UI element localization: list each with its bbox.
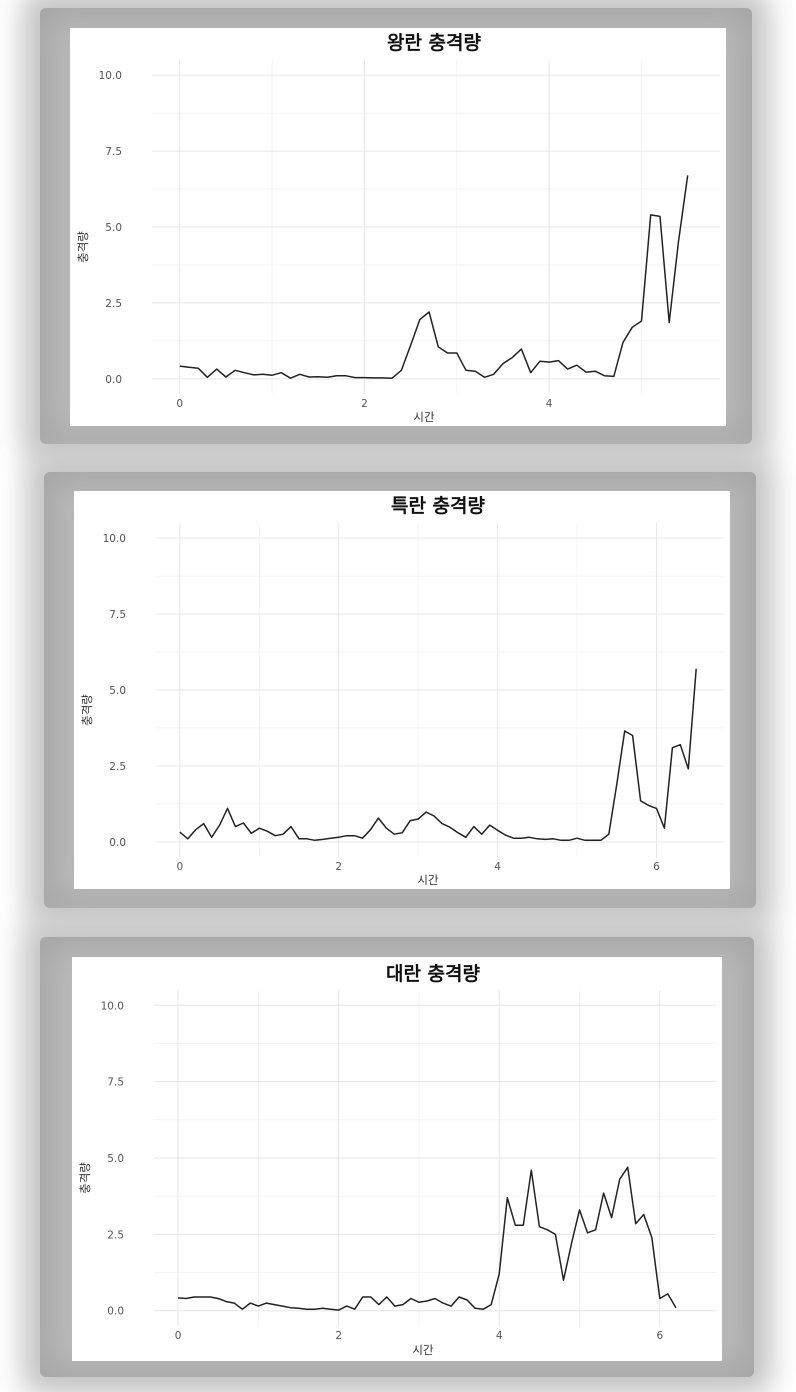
y-tick-label: 0.0 (109, 837, 126, 849)
minor-gridlines (154, 990, 716, 1326)
y-tick-label: 7.5 (107, 1077, 124, 1089)
y-tick-label: 0.0 (107, 1306, 124, 1318)
x-tick-label: 4 (496, 1330, 503, 1342)
y-tick-label: 2.5 (107, 1229, 124, 1241)
y-tick-label: 7.5 (105, 146, 122, 158)
major-gridlines (154, 990, 716, 1326)
y-tick-label: 5.0 (107, 1153, 124, 1165)
x-axis-label: 시간 (413, 410, 435, 424)
x-tick-label: 2 (335, 1330, 342, 1342)
y-tick-label: 10.0 (99, 70, 122, 82)
y-axis-label: 충격량 (78, 1162, 92, 1194)
y-tick-label: 10.0 (103, 533, 126, 545)
minor-gridlines (156, 523, 724, 857)
chart-title: 왕란 충격량 (387, 32, 482, 54)
series-line (179, 668, 697, 842)
series-line (178, 1166, 677, 1311)
chart-title: 특란 충격량 (391, 495, 486, 517)
x-tick-label: 4 (494, 861, 501, 873)
x-tick-label: 2 (335, 861, 342, 873)
x-tick-label: 0 (175, 1330, 182, 1342)
series-line (179, 175, 689, 379)
x-tick-label: 0 (176, 861, 183, 873)
x-axis-label: 시간 (412, 1343, 434, 1357)
y-tick-label: 5.0 (105, 222, 122, 234)
y-tick-label: 10.0 (101, 1000, 124, 1012)
chart-title: 대란 충격량 (386, 963, 481, 985)
y-tick-label: 2.5 (109, 761, 126, 773)
x-tick-label: 0 (176, 398, 183, 410)
y-tick-label: 0.0 (105, 374, 122, 386)
y-tick-label: 5.0 (109, 685, 126, 697)
y-tick-label: 2.5 (105, 298, 122, 310)
y-axis-label: 충격량 (76, 231, 90, 263)
y-axis-label: 충격량 (80, 694, 94, 726)
major-gridlines (156, 523, 724, 857)
x-tick-label: 4 (546, 398, 553, 410)
x-axis-label: 시간 (417, 873, 439, 887)
x-tick-label: 6 (656, 1330, 663, 1342)
major-gridlines (152, 60, 720, 394)
y-tick-label: 7.5 (109, 609, 126, 621)
x-tick-label: 6 (653, 861, 660, 873)
x-tick-label: 2 (361, 398, 368, 410)
